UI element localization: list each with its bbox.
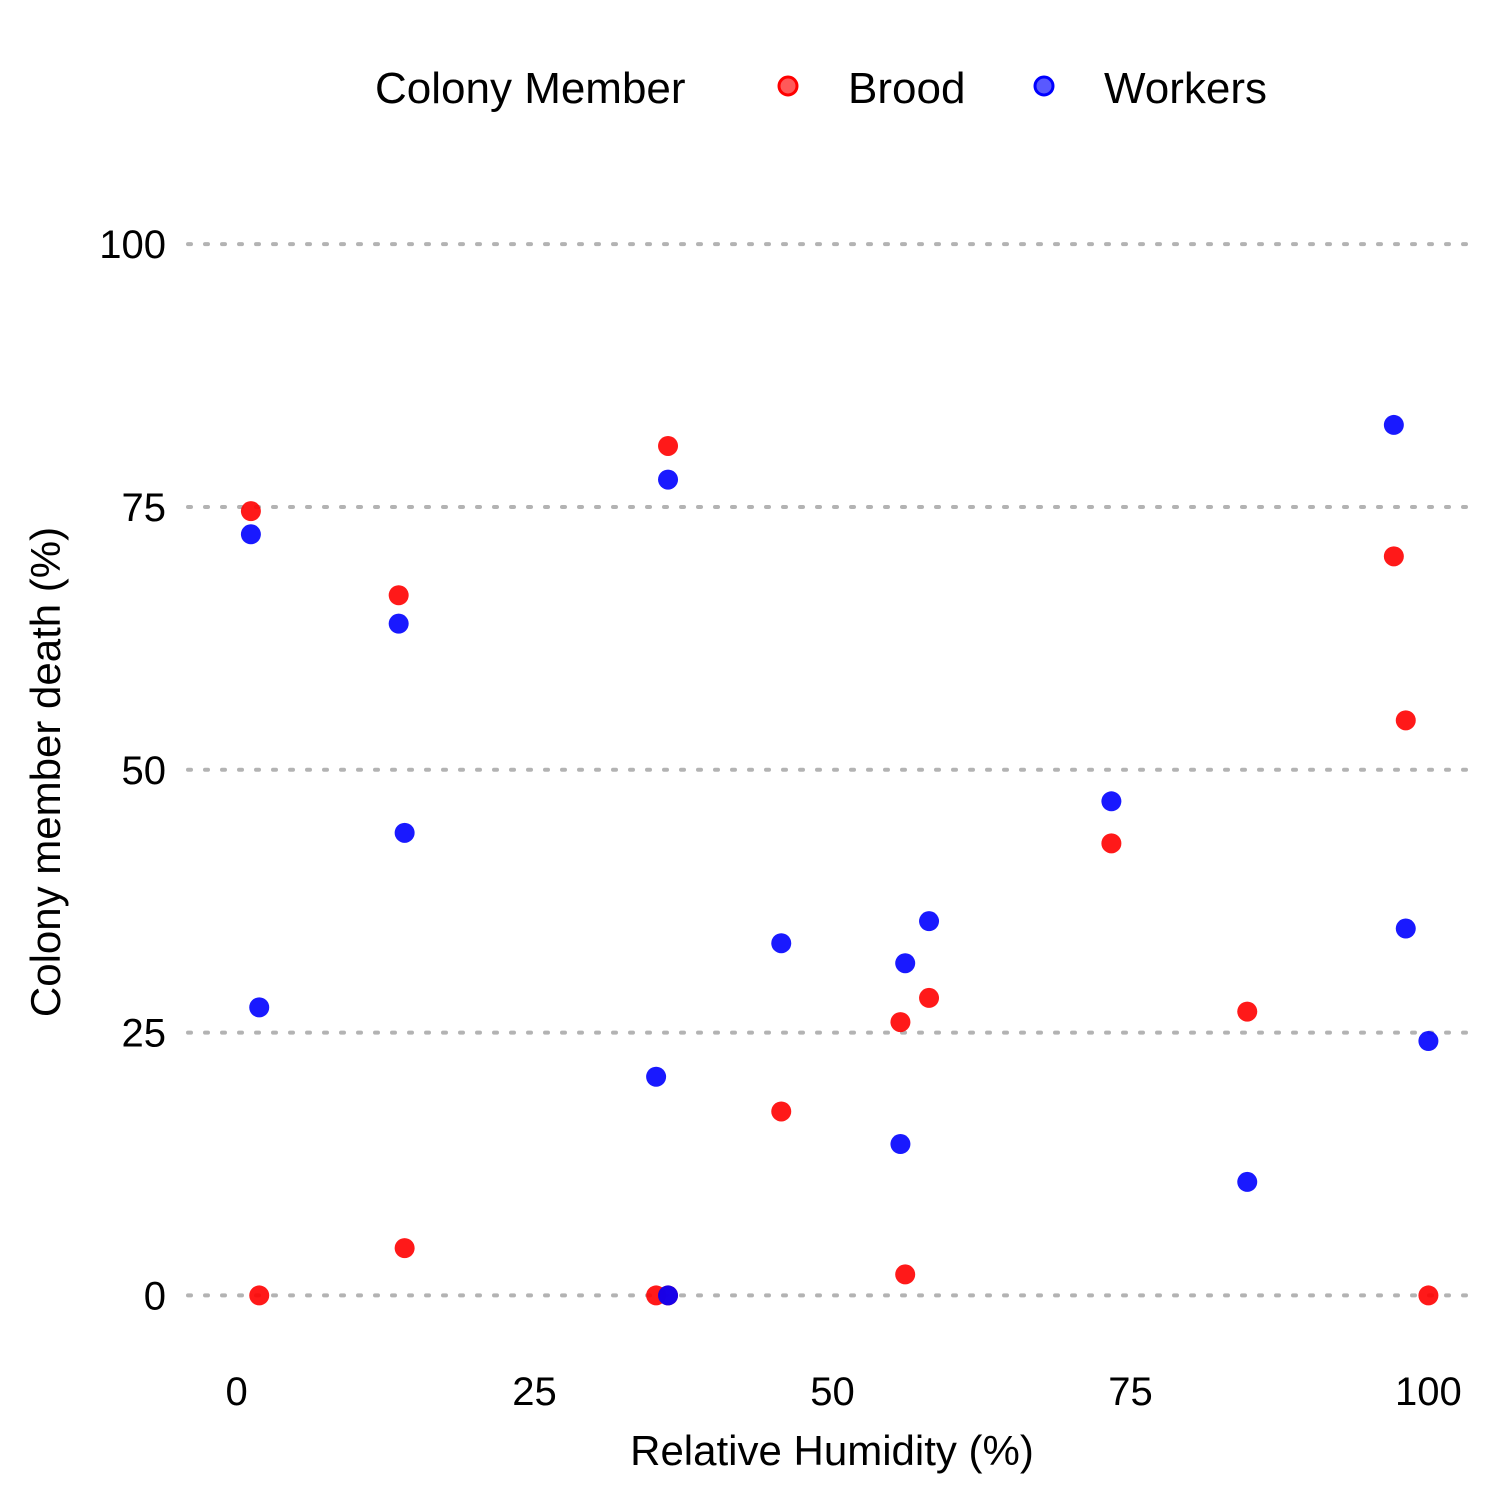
point-workers-14 xyxy=(1395,918,1416,939)
point-brood-9 xyxy=(895,1264,916,1285)
point-brood-14 xyxy=(1395,710,1416,731)
x-tick-75: 75 xyxy=(1108,1370,1153,1414)
point-brood-7 xyxy=(771,1101,792,1122)
legend: Colony Member Brood Workers xyxy=(375,64,1267,113)
legend-key-workers xyxy=(1033,75,1055,97)
legend-key-brood xyxy=(777,75,799,97)
y-tick-100: 100 xyxy=(99,223,166,267)
point-brood-13 xyxy=(1383,546,1404,567)
y-axis-title: Colony member death (%) xyxy=(22,527,69,1017)
point-workers-6 xyxy=(658,469,679,490)
y-tick-0: 0 xyxy=(144,1274,166,1318)
point-brood-11 xyxy=(1101,833,1122,854)
point-workers-2 xyxy=(388,613,409,634)
y-tick-50: 50 xyxy=(122,749,167,793)
point-workers-3 xyxy=(394,822,415,843)
legend-label-brood: Brood xyxy=(848,64,965,113)
point-brood-2 xyxy=(388,585,409,606)
point-brood-8 xyxy=(890,1012,911,1033)
gridlines xyxy=(186,242,1480,1298)
point-brood-6 xyxy=(658,435,679,456)
point-workers-15 xyxy=(1418,1031,1439,1052)
x-tick-100: 100 xyxy=(1395,1370,1462,1414)
point-brood-15 xyxy=(1418,1285,1439,1306)
point-brood-10 xyxy=(919,987,940,1008)
x-tick-25: 25 xyxy=(512,1370,557,1414)
legend-label-workers: Workers xyxy=(1104,64,1267,113)
x-axis-title: Relative Humidity (%) xyxy=(630,1427,1034,1474)
point-workers-11 xyxy=(1101,791,1122,812)
legend-title: Colony Member xyxy=(375,64,686,113)
point-workers-4 xyxy=(646,1066,667,1087)
point-brood-1 xyxy=(249,1285,270,1306)
y-axis-ticks: 0 25 50 75 100 xyxy=(99,223,166,1318)
point-workers-5 xyxy=(658,1285,679,1306)
point-brood-12 xyxy=(1237,1001,1258,1022)
y-tick-75: 75 xyxy=(122,486,167,530)
y-tick-25: 25 xyxy=(122,1012,167,1056)
point-workers-13 xyxy=(1383,414,1404,435)
x-axis-ticks: 0 25 50 75 100 xyxy=(225,1370,1461,1414)
point-workers-7 xyxy=(771,933,792,954)
point-workers-10 xyxy=(919,911,940,932)
point-workers-9 xyxy=(895,953,916,974)
point-workers-8 xyxy=(890,1134,911,1155)
point-workers-12 xyxy=(1237,1171,1258,1192)
point-workers-0 xyxy=(240,524,261,545)
point-brood-3 xyxy=(394,1238,415,1259)
point-brood-0 xyxy=(240,501,261,522)
x-tick-50: 50 xyxy=(810,1370,855,1414)
x-tick-0: 0 xyxy=(225,1370,247,1414)
data-points xyxy=(240,414,1439,1306)
point-workers-1 xyxy=(249,997,270,1018)
